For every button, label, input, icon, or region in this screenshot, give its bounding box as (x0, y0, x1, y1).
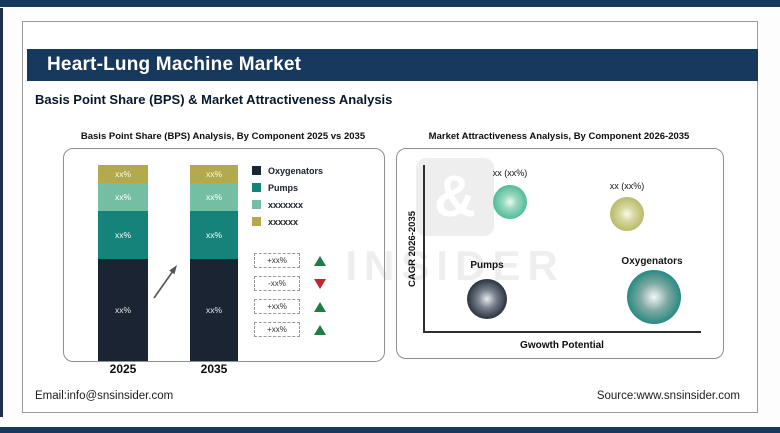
legend-swatch-olive (252, 217, 261, 226)
bar-segment-pumps: xx% (190, 211, 238, 259)
delta-value: +xx% (254, 253, 300, 268)
delta-row: +xx% (254, 253, 326, 268)
page-subtitle: Basis Point Share (BPS) & Market Attract… (35, 92, 393, 107)
bar-segment-pumps: xx% (98, 211, 148, 259)
delta-callouts: +xx% -xx% +xx% +xx% (254, 253, 326, 345)
bar-segment-oxygenators: xx% (190, 259, 238, 361)
bubble-olive (610, 197, 644, 231)
bottom-navy-strip (0, 427, 780, 433)
delta-row: +xx% (254, 322, 326, 337)
bubble-teal (493, 185, 527, 219)
bar-segment-olive: xx% (98, 165, 148, 183)
triangle-up-icon (314, 255, 326, 266)
bubble-label-oxygenators: Oxygenators (621, 256, 683, 267)
bubble-oxygenators (627, 270, 681, 324)
legend-swatch-teal (252, 183, 261, 192)
legend-swatch-navy (252, 166, 261, 175)
delta-value: -xx% (254, 276, 300, 291)
legend-item-pumps: Pumps (252, 182, 323, 193)
x-axis-title: Gwowth Potential (520, 340, 604, 351)
attractiveness-chart-title: Market Attractiveness Analysis, By Compo… (428, 131, 690, 142)
triangle-up-icon (314, 301, 326, 312)
legend-item-oxygenators: Oxygenators (252, 165, 324, 176)
bps-chart-panel: xx% xx% xx% xx% xx% xx% xx% xx% Oxygenat… (63, 148, 385, 362)
delta-row: -xx% (254, 276, 326, 291)
page-title: Heart-Lung Machine Market (47, 54, 302, 75)
delta-row: +xx% (254, 299, 326, 314)
legend-swatch-light-teal (252, 200, 261, 209)
legend-label: xxxxxxx (268, 199, 304, 210)
growth-arrow-icon (153, 265, 177, 299)
bar-segment-light-teal: xx% (190, 183, 238, 211)
y-axis-line (423, 165, 425, 333)
bubble-label-pumps: Pumps (470, 260, 504, 271)
footer-email: Email:info@snsinsider.com (35, 390, 174, 402)
delta-value: +xx% (254, 299, 300, 314)
bubble-pumps (467, 279, 507, 319)
bubble-label-olive: xx (xx%) (609, 181, 645, 191)
bar-segment-light-teal: xx% (98, 183, 148, 211)
top-navy-strip (0, 0, 780, 7)
stacked-bar-2025: xx% xx% xx% xx% (98, 165, 148, 361)
x-axis-line (423, 331, 701, 333)
triangle-up-icon (314, 324, 326, 335)
left-edge-strip (0, 8, 3, 417)
attractiveness-chart-panel (396, 148, 724, 359)
triangle-down-icon (314, 278, 326, 289)
delta-value: +xx% (254, 322, 300, 337)
legend-item-placeholder-1: xxxxxxx (252, 199, 323, 210)
legend-item-placeholder-2: xxxxxx (252, 216, 323, 227)
legend-label: Oxygenators (268, 165, 324, 176)
legend-label: xxxxxx (268, 216, 299, 227)
axis-label-2025: 2025 (109, 362, 137, 376)
legend: Oxygenators Pumps xxxxxxx xxxxxx (252, 166, 323, 234)
footer-source: Source:www.snsinsider.com (596, 390, 740, 402)
bar-segment-olive: xx% (190, 165, 238, 183)
bubble-label-teal: xx (xx%) (492, 168, 528, 178)
bar-segment-oxygenators: xx% (98, 259, 148, 361)
axis-label-2035: 2035 (200, 362, 228, 376)
legend-label: Pumps (268, 182, 299, 193)
stacked-bar-2035: xx% xx% xx% xx% (190, 165, 238, 361)
y-axis-title: CAGR 2026-2035 (407, 210, 418, 288)
bps-chart-title: Basis Point Share (BPS) Analysis, By Com… (80, 131, 366, 142)
title-bar: Heart-Lung Machine Market (27, 49, 758, 81)
